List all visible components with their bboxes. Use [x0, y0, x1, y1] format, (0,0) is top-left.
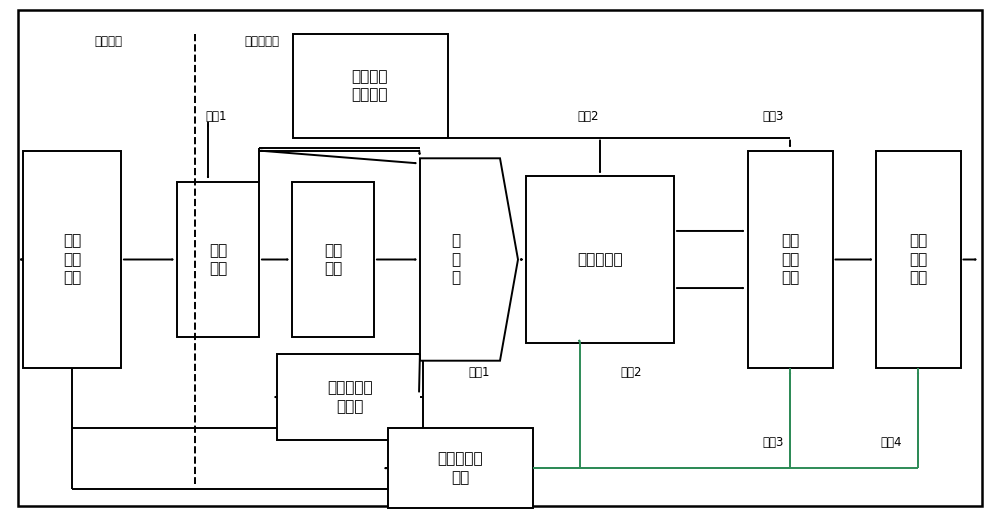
Text: 输出时钟域: 输出时钟域: [244, 35, 280, 48]
Text: 控制2: 控制2: [620, 366, 642, 379]
Bar: [23, 151, 121, 368]
Bar: [526, 176, 674, 343]
Text: 时钟2: 时钟2: [577, 110, 598, 124]
Bar: [292, 182, 374, 337]
Bar: [876, 151, 960, 368]
Text: 控制4: 控制4: [880, 435, 902, 449]
Text: 输入时钟: 输入时钟: [94, 35, 122, 48]
Text: 控制3: 控制3: [762, 435, 783, 449]
Text: 行缓
冲器: 行缓 冲器: [209, 243, 227, 276]
Text: 解压缩模块: 解压缩模块: [577, 252, 623, 267]
Text: 时钟3: 时钟3: [762, 110, 783, 124]
Polygon shape: [420, 158, 518, 361]
Text: 输出
封装
模块: 输出 封装 模块: [909, 234, 927, 285]
Text: 时钟1: 时钟1: [205, 110, 226, 124]
Text: 选
择
器: 选 择 器: [451, 234, 461, 285]
Bar: [177, 182, 259, 337]
Text: 控制参数寄
存器: 控制参数寄 存器: [437, 452, 483, 485]
Bar: [292, 34, 448, 138]
Text: 输入
解封
模块: 输入 解封 模块: [63, 234, 81, 285]
Text: 输出时钟
生成模块: 输出时钟 生成模块: [352, 69, 388, 102]
Bar: [388, 428, 532, 509]
Bar: [277, 354, 422, 440]
Text: 帧缓
冲器: 帧缓 冲器: [324, 243, 342, 276]
Bar: [748, 151, 832, 368]
Text: 控制1: 控制1: [468, 366, 490, 379]
Text: 数据
合并
模块: 数据 合并 模块: [781, 234, 799, 285]
Text: 图像参数集
寄存器: 图像参数集 寄存器: [327, 380, 373, 414]
